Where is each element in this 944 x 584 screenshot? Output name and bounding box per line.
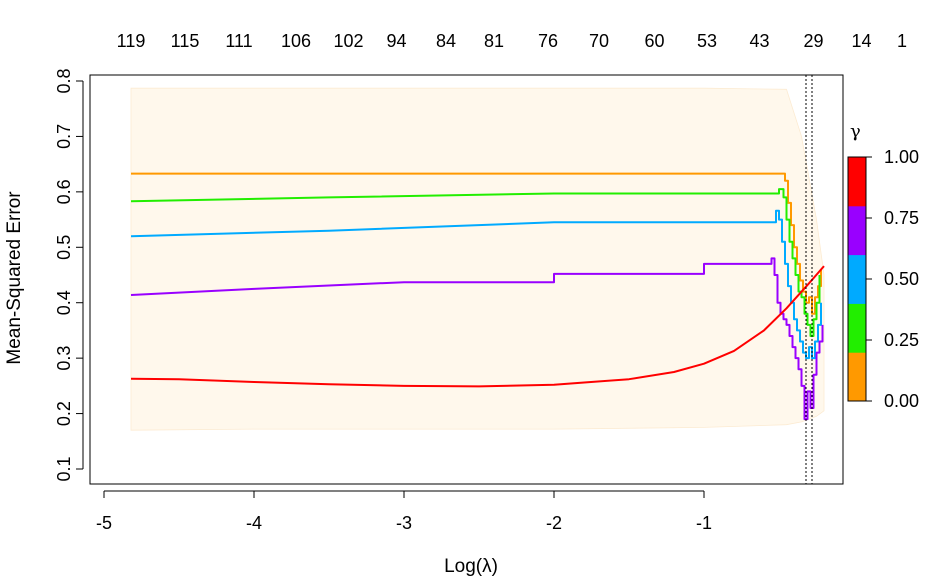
y-axis: 0.1 0.2 0.3 0.4 0.5 0.6 0.7 0.8 bbox=[54, 68, 84, 482]
legend-color-segment bbox=[848, 205, 866, 256]
top-axis-label: 14 bbox=[851, 31, 871, 51]
y-axis-title: Mean-Squared Error bbox=[4, 191, 25, 365]
series-line-4 bbox=[130, 257, 824, 421]
top-axis-label: 43 bbox=[749, 31, 769, 51]
y-tick-label: 0.7 bbox=[54, 124, 74, 149]
series-layer bbox=[130, 172, 825, 421]
series-line-1 bbox=[131, 172, 822, 315]
legend-tick-label: 1.00 bbox=[884, 147, 919, 167]
legend-tick-label: 0.75 bbox=[884, 208, 919, 228]
top-axis-label: 70 bbox=[589, 31, 609, 51]
x-tick-label: -2 bbox=[546, 513, 562, 533]
top-axis: 119 115 111 106 102 94 84 81 76 70 60 53 43 29 14 1 bbox=[117, 31, 907, 51]
y-tick-label: 0.4 bbox=[54, 290, 74, 315]
legend-color-segment bbox=[848, 303, 866, 353]
series-line-2 bbox=[130, 188, 821, 337]
gamma-legend: γ 0.00 0.25 0.50 0.75 1.00 bbox=[847, 121, 919, 411]
top-axis-label: 53 bbox=[697, 31, 717, 51]
y-tick-label: 0.8 bbox=[54, 68, 74, 93]
top-axis-label: 119 bbox=[117, 31, 146, 51]
legend-color-segment bbox=[848, 157, 866, 207]
plot-frame bbox=[89, 74, 844, 485]
x-tick-label: -3 bbox=[396, 513, 412, 533]
legend-title: γ bbox=[850, 121, 861, 142]
legend-tick-label: 0.00 bbox=[884, 391, 919, 411]
y-tick-label: 0.2 bbox=[54, 401, 74, 426]
top-axis-label: 111 bbox=[225, 31, 252, 51]
top-axis-label: 76 bbox=[538, 31, 558, 51]
x-tick-label: -5 bbox=[96, 513, 112, 533]
confidence-band-layer bbox=[130, 87, 825, 431]
top-axis-label: 115 bbox=[171, 31, 200, 51]
top-axis-label: 81 bbox=[484, 31, 504, 51]
legend-color-segment bbox=[848, 352, 866, 402]
x-axis-title: Log(λ) bbox=[444, 556, 498, 577]
series-line-3 bbox=[130, 209, 822, 360]
confidence-band bbox=[130, 87, 825, 431]
top-axis-label: 94 bbox=[386, 31, 406, 51]
y-tick-label: 0.5 bbox=[54, 235, 74, 260]
legend-tick-label: 0.25 bbox=[884, 330, 919, 350]
top-axis-label: 1 bbox=[897, 31, 907, 51]
y-tick-label: 0.6 bbox=[54, 179, 74, 204]
x-tick-label: -1 bbox=[696, 513, 712, 533]
top-axis-label: 60 bbox=[644, 31, 664, 51]
legend-color-segment bbox=[848, 254, 866, 304]
reference-lines bbox=[805, 75, 813, 484]
top-axis-label: 84 bbox=[436, 31, 456, 51]
legend-tick-label: 0.50 bbox=[884, 269, 919, 289]
x-axis: -5 -4 -3 -2 -1 bbox=[96, 490, 712, 533]
top-axis-label: 106 bbox=[281, 31, 311, 51]
y-tick-label: 0.3 bbox=[54, 346, 74, 371]
top-axis-label: 29 bbox=[803, 31, 823, 51]
x-tick-label: -4 bbox=[246, 513, 262, 533]
series-line-5 bbox=[130, 265, 825, 388]
top-axis-label: 102 bbox=[333, 31, 363, 51]
y-tick-label: 0.1 bbox=[54, 456, 74, 481]
